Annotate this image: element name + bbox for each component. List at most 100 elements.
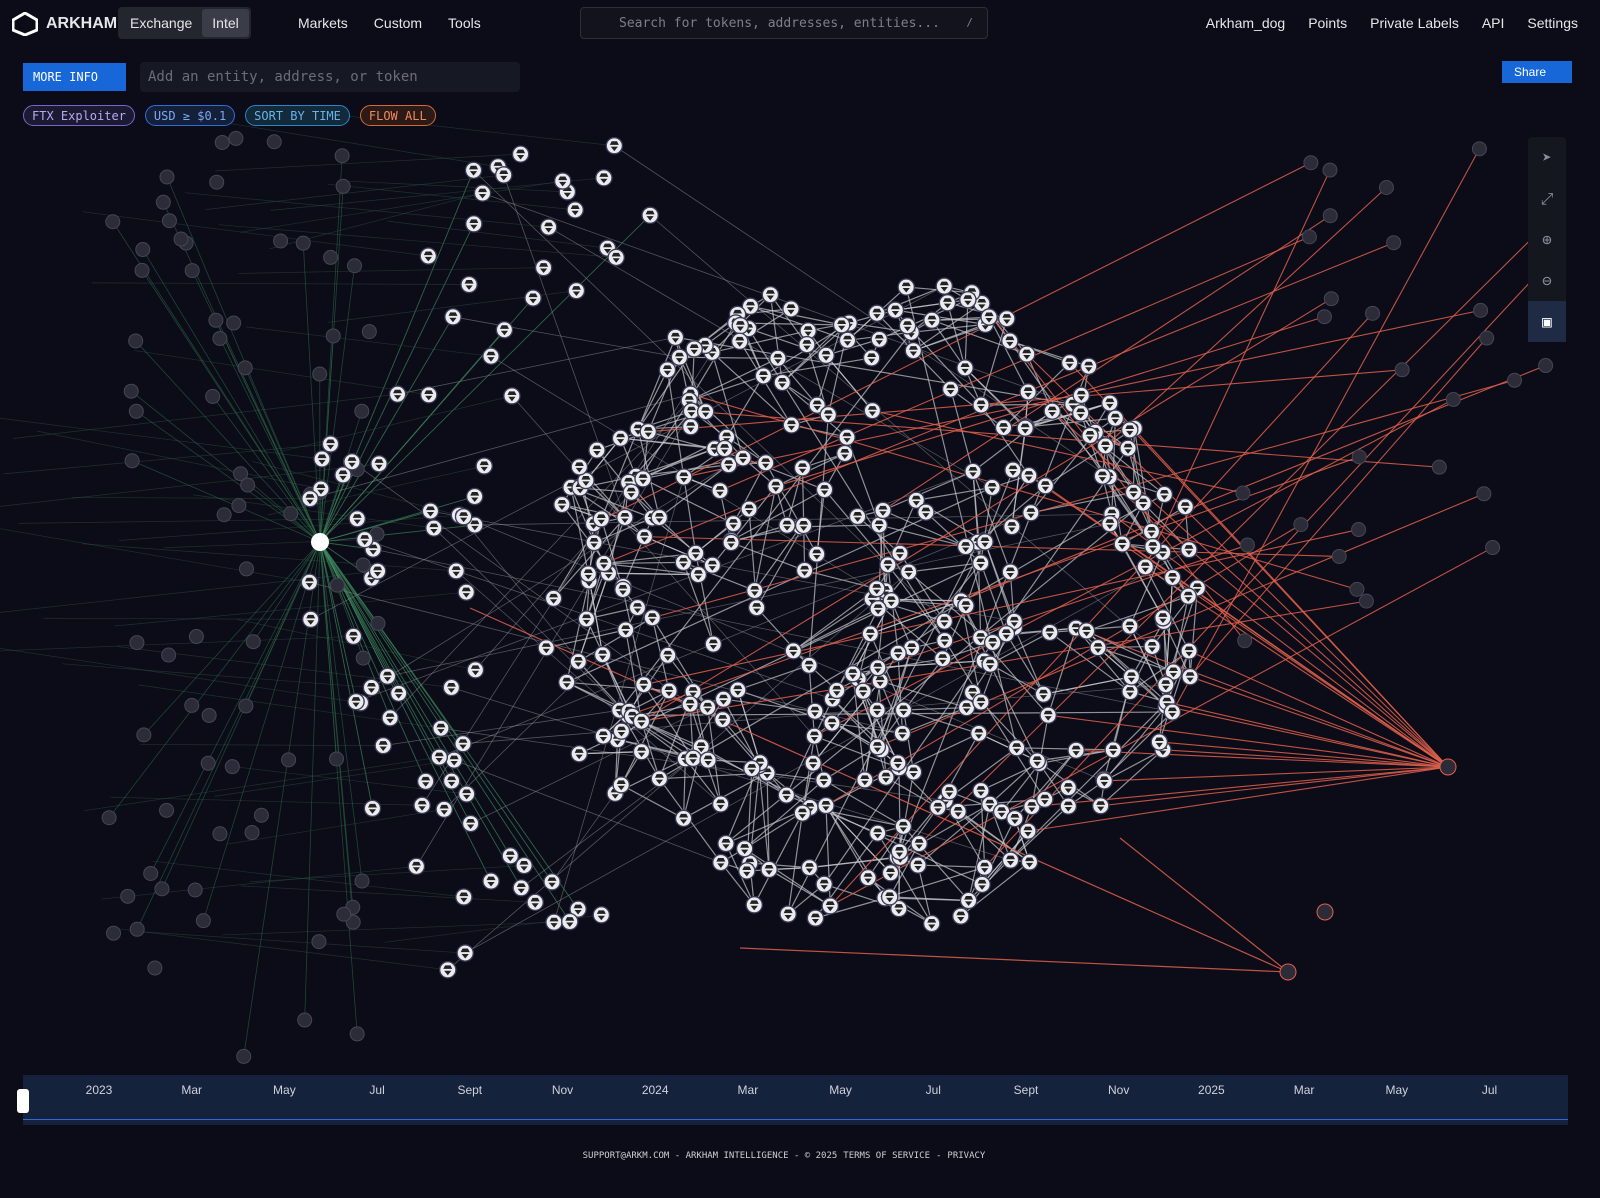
- edge: [111, 927, 448, 971]
- edge: [546, 629, 626, 649]
- node: [349, 1026, 365, 1042]
- edge: [748, 328, 783, 383]
- edge: [823, 746, 878, 781]
- node: [1106, 409, 1125, 427]
- edge: [908, 562, 981, 573]
- link[interactable]: Points: [1308, 15, 1348, 31]
- search[interactable]: Search for tokens, addresses, entities..…: [580, 7, 988, 39]
- edge: [754, 526, 802, 591]
- edge: [114, 591, 467, 627]
- edge: [879, 524, 966, 548]
- node: [154, 881, 170, 897]
- node: [155, 194, 171, 210]
- edge: [455, 570, 721, 805]
- link[interactable]: Settings: [1527, 15, 1578, 31]
- node: [442, 678, 461, 697]
- node: [684, 749, 702, 768]
- node: [1095, 772, 1114, 790]
- edge: [603, 562, 699, 576]
- node: [482, 347, 500, 365]
- node: [612, 722, 631, 740]
- edge: [913, 302, 983, 352]
- zoom-out[interactable]: ⊖: [1542, 271, 1552, 290]
- menu[interactable]: Tools: [448, 15, 481, 31]
- node: [1028, 752, 1047, 770]
- share-button[interactable]: Share: [1502, 61, 1572, 83]
- node: [1101, 514, 1119, 533]
- node: [972, 693, 990, 711]
- node: [311, 533, 329, 551]
- lock[interactable]: ▣: [1528, 301, 1566, 342]
- node: [419, 386, 438, 404]
- edge: [989, 631, 1051, 665]
- footer-link[interactable]: PRIVACY: [947, 1151, 986, 1161]
- node: [670, 348, 689, 367]
- edge: [244, 367, 321, 543]
- pointer[interactable]: ➤: [1542, 148, 1552, 167]
- timeline-label: 2024: [641, 1083, 669, 1097]
- edge: [640, 721, 660, 779]
- node: [273, 233, 289, 249]
- timeline-handle[interactable]: [17, 1089, 29, 1113]
- edge: [889, 896, 969, 902]
- node: [212, 826, 228, 842]
- edge: [319, 541, 373, 809]
- edge: [913, 323, 986, 352]
- timeline-label: May: [273, 1083, 296, 1097]
- edge: [964, 367, 1026, 429]
- filter-chip[interactable]: SORT BY TIME: [245, 105, 350, 126]
- more-info-button[interactable]: MORE INFO: [23, 63, 126, 91]
- node: [917, 503, 935, 521]
- edge: [131, 460, 321, 543]
- node: [719, 455, 738, 474]
- node: [863, 401, 882, 420]
- node: [361, 324, 377, 340]
- edge: [791, 424, 848, 438]
- node: [537, 639, 556, 657]
- node: [1036, 477, 1055, 495]
- node: [641, 206, 659, 225]
- node: [734, 449, 752, 467]
- edge: [659, 513, 1113, 780]
- edge: [882, 470, 974, 511]
- edge: [72, 497, 311, 500]
- edge: [310, 285, 945, 620]
- filter-chip[interactable]: FTX Exploiter: [23, 105, 135, 126]
- node: [1120, 421, 1139, 439]
- link[interactable]: Private Labels: [1370, 15, 1459, 31]
- zoom-in[interactable]: ⊕: [1542, 230, 1552, 249]
- menu[interactable]: Markets: [298, 15, 348, 31]
- brand[interactable]: ARKHAM: [12, 12, 117, 36]
- node: [1301, 229, 1317, 245]
- node: [240, 477, 256, 493]
- node: [1163, 703, 1182, 721]
- edge: [0, 635, 354, 652]
- node: [894, 817, 913, 836]
- node: [208, 312, 224, 328]
- node: [867, 579, 886, 598]
- filter-chip[interactable]: USD ≥ $0.1: [144, 105, 236, 126]
- edge: [593, 162, 1312, 525]
- edge: [980, 318, 1008, 406]
- link[interactable]: API: [1481, 15, 1505, 31]
- node: [686, 544, 705, 563]
- node: [675, 468, 693, 486]
- edge: [1171, 148, 1480, 713]
- edge: [319, 524, 475, 543]
- tab[interactable]: Exchange: [130, 15, 193, 31]
- footer-link[interactable]: TERMS OF SERVICE: [843, 1151, 930, 1161]
- edge: [1011, 426, 1027, 527]
- entity-input[interactable]: Add an entity, address, or token: [140, 62, 520, 92]
- menu[interactable]: Custom: [373, 15, 423, 31]
- node: [983, 478, 1001, 497]
- node: [894, 701, 913, 719]
- link[interactable]: Arkham_dog: [1205, 15, 1286, 31]
- node: [972, 396, 990, 414]
- edge: [13, 393, 398, 439]
- node: [216, 507, 232, 523]
- fit[interactable]: ⤢: [1540, 189, 1554, 208]
- tab[interactable]: Intel: [202, 9, 249, 37]
- filter-chip[interactable]: FLOW ALL: [359, 105, 436, 126]
- node: [1538, 358, 1554, 374]
- footer: SUPPORT@ARKM.COM - ARKHAM INTELLIGENCE -…: [0, 1151, 1568, 1161]
